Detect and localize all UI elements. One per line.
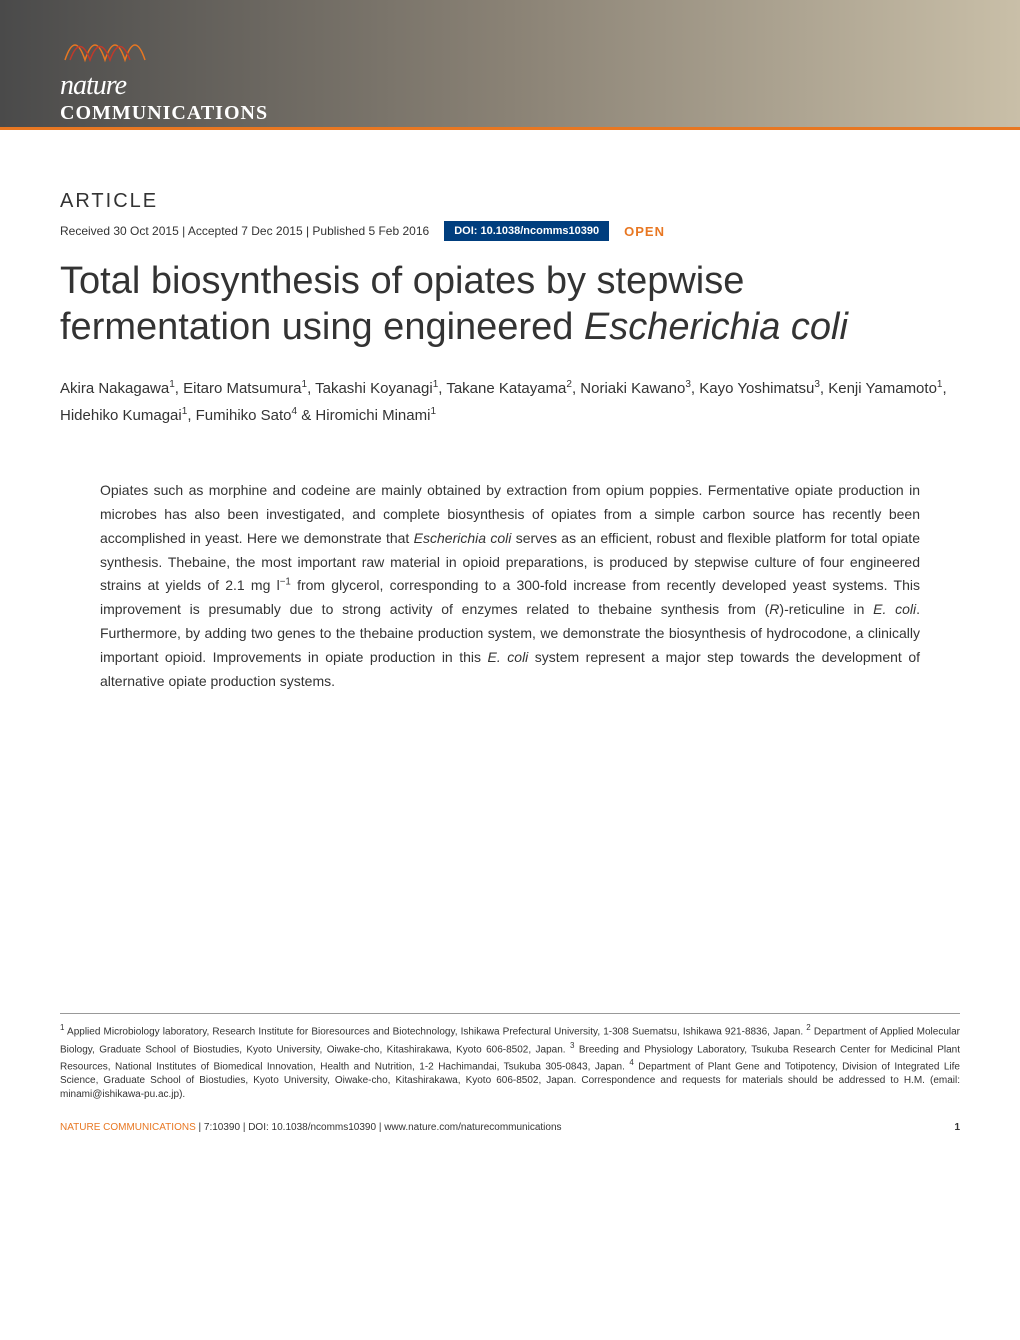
published-date: Published 5 Feb 2016 <box>312 224 429 238</box>
open-access-badge: OPEN <box>624 224 665 239</box>
journal-banner: nature COMMUNICATIONS <box>0 0 1020 130</box>
article-content: ARTICLE Received 30 Oct 2015 | Accepted … <box>0 130 1020 1153</box>
title-line-2-italic: Escherichia coli <box>584 306 848 348</box>
nature-wave-icon <box>60 25 160 65</box>
footer-citation: NATURE COMMUNICATIONS | 7:10390 | DOI: 1… <box>60 1122 562 1133</box>
page-number: 1 <box>954 1122 960 1133</box>
journal-logo: nature COMMUNICATIONS <box>60 25 268 125</box>
page-footer: NATURE COMMUNICATIONS | 7:10390 | DOI: 1… <box>60 1122 960 1133</box>
spacer <box>60 733 960 1013</box>
logo-communications-text: COMMUNICATIONS <box>60 102 268 125</box>
doi-badge: DOI: 10.1038/ncomms10390 <box>444 221 609 241</box>
article-title: Total biosynthesis of opiates by stepwis… <box>60 259 960 350</box>
logo-nature-text: nature <box>60 70 268 102</box>
accepted-date: Accepted 7 Dec 2015 <box>188 224 303 238</box>
affiliations: 1 Applied Microbiology laboratory, Resea… <box>60 1022 960 1102</box>
article-dates: Received 30 Oct 2015 | Accepted 7 Dec 20… <box>60 224 429 238</box>
footer-citation-details: | 7:10390 | DOI: 10.1038/ncomms10390 | w… <box>196 1122 562 1133</box>
author-list: Akira Nakagawa1, Eitaro Matsumura1, Taka… <box>60 375 960 429</box>
article-meta-row: Received 30 Oct 2015 | Accepted 7 Dec 20… <box>60 221 960 241</box>
title-line-1: Total biosynthesis of opiates by stepwis… <box>60 260 744 302</box>
title-line-2-pre: fermentation using engineered <box>60 306 584 348</box>
affiliations-divider <box>60 1013 960 1014</box>
abstract: Opiates such as morphine and codeine are… <box>60 479 960 693</box>
footer-journal-name: NATURE COMMUNICATIONS <box>60 1122 196 1133</box>
received-date: Received 30 Oct 2015 <box>60 224 179 238</box>
article-type-label: ARTICLE <box>60 190 960 213</box>
